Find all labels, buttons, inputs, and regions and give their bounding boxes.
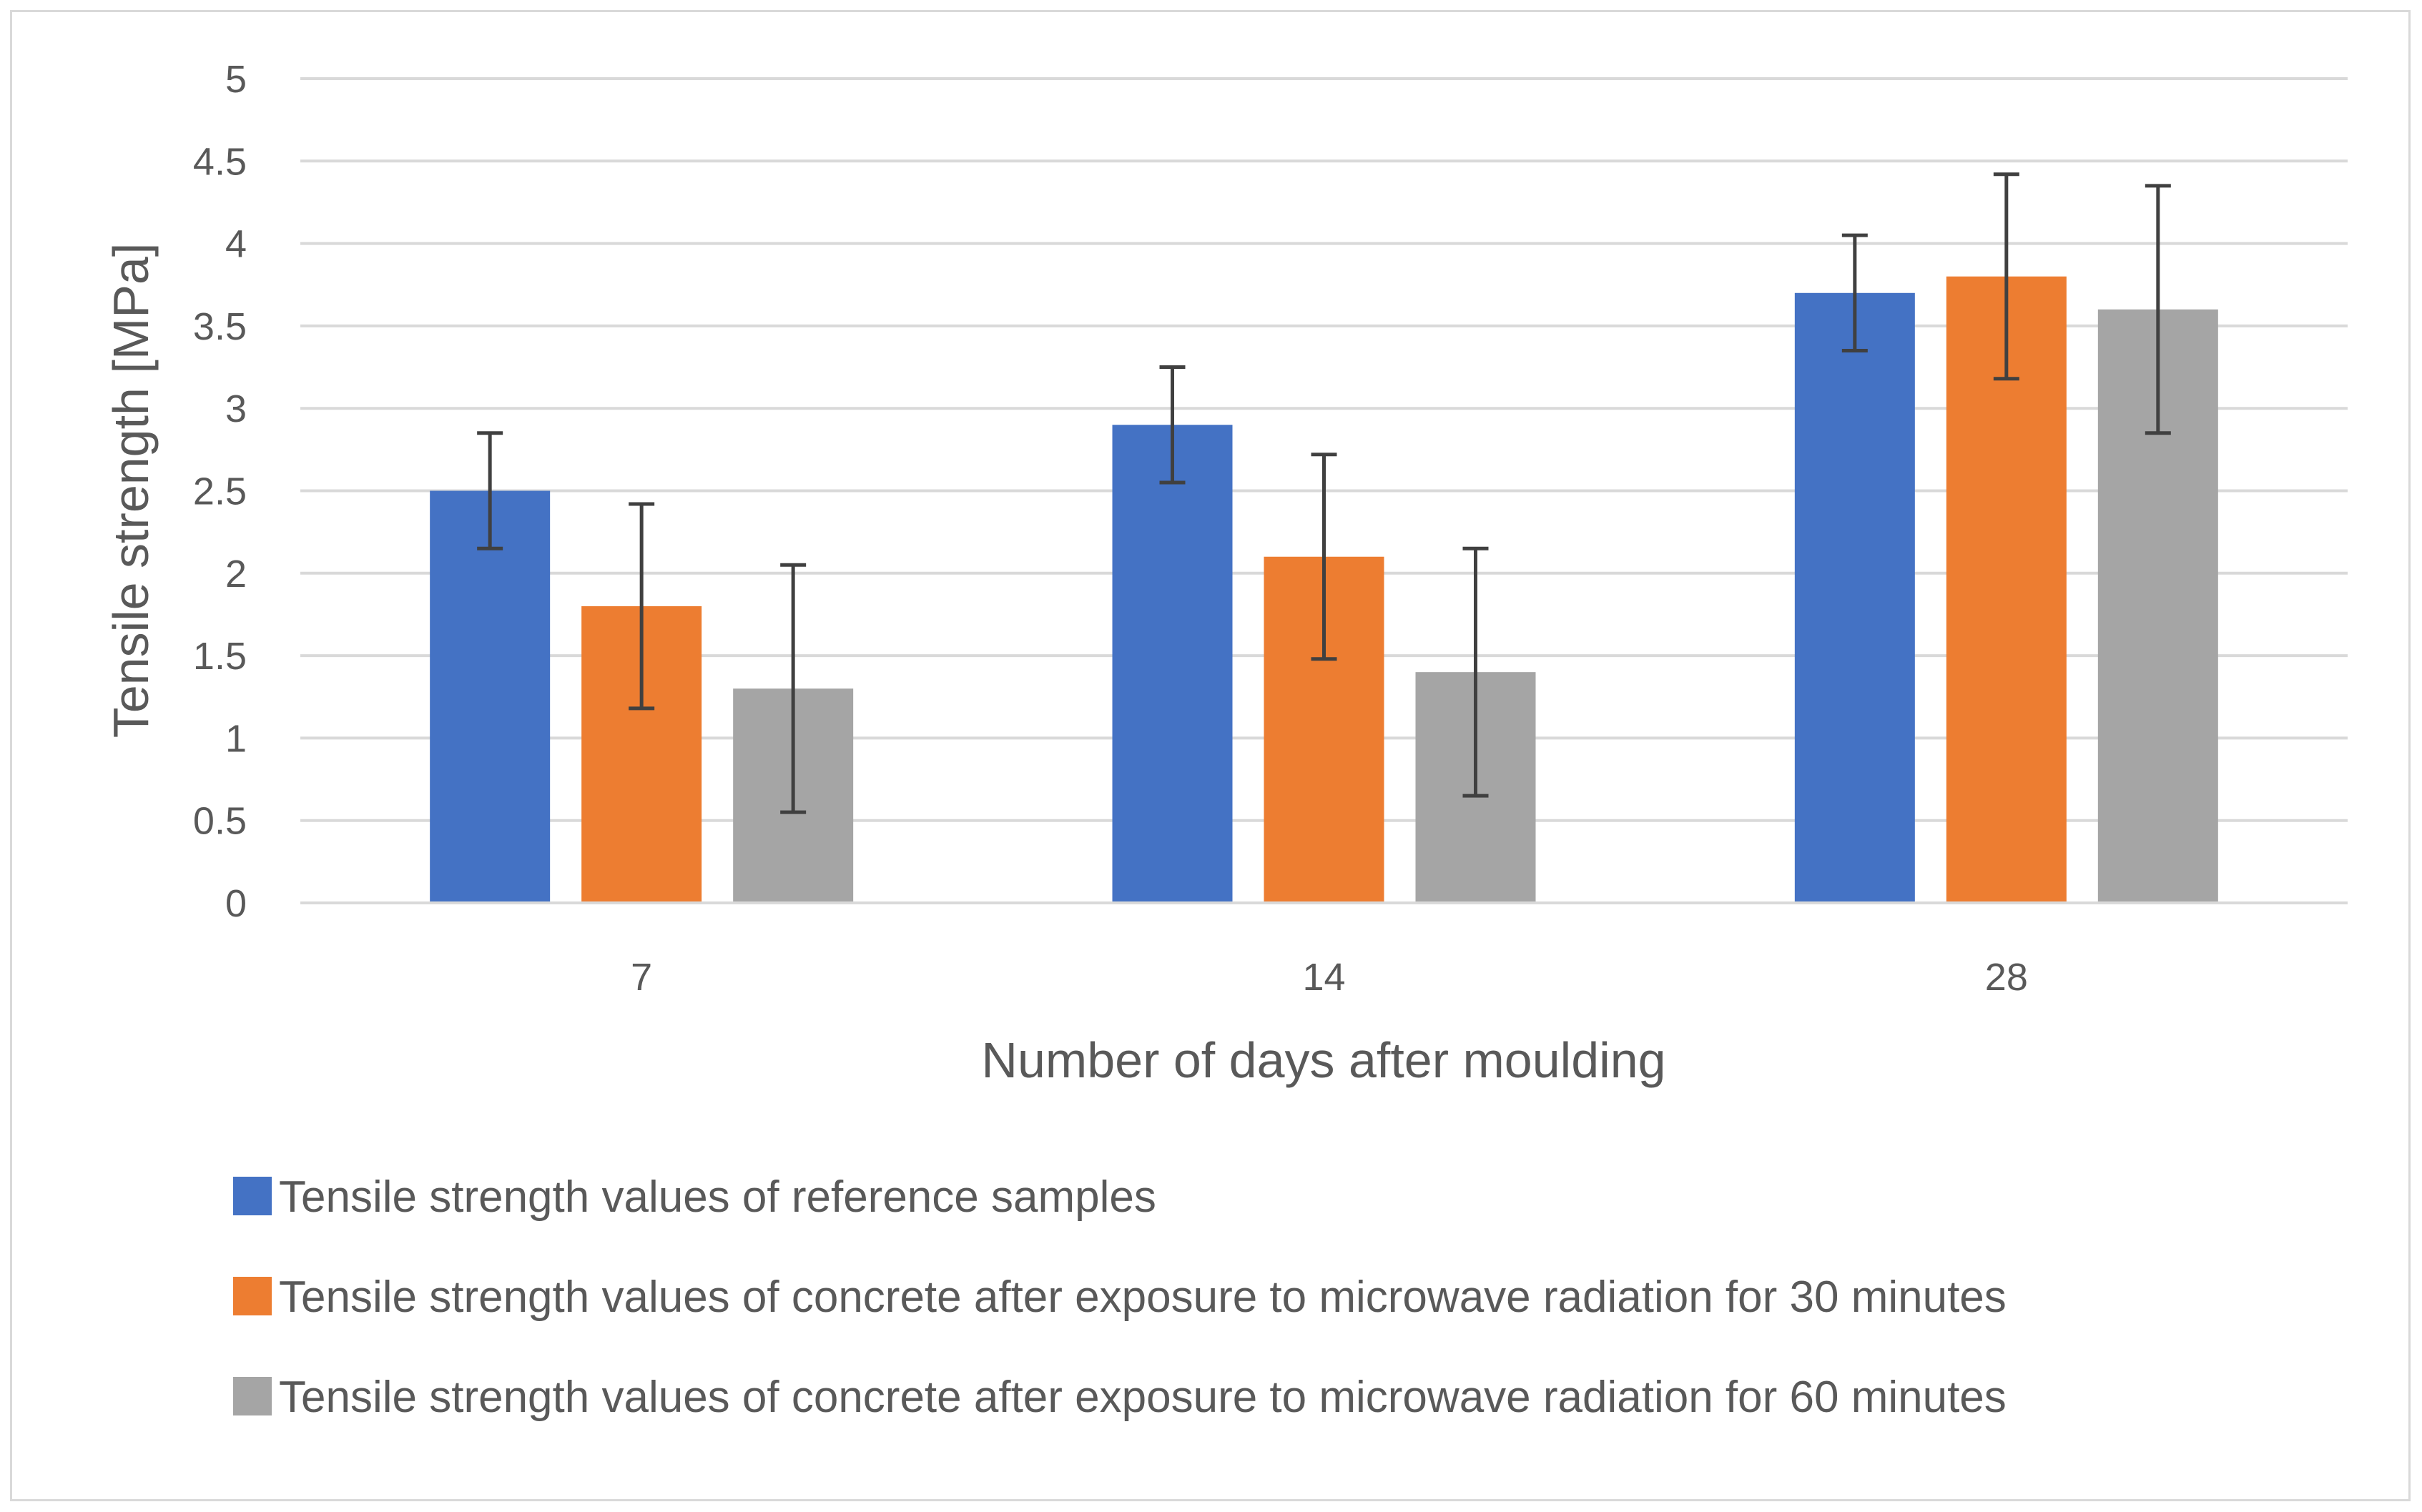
y-tick-label: 3.5 (193, 305, 247, 348)
legend-swatch-series1 (233, 1177, 272, 1215)
legend: Tensile strength values of reference sam… (233, 1172, 2007, 1422)
legend-label-series2: Tensile strength values of concrete afte… (279, 1273, 2007, 1322)
error-bar-series2-7 (629, 502, 655, 711)
error-bar-series2-28 (1993, 172, 2019, 381)
error-bar-series2-14 (1311, 453, 1337, 661)
x-axis-title: Number of days after moulding (981, 1032, 1665, 1088)
y-tick-label: 4.5 (193, 140, 247, 183)
x-tick-label: 7 (631, 956, 652, 999)
error-bar-series3-7 (780, 563, 807, 814)
error-bar-series1-14 (1159, 365, 1186, 485)
y-tick-label: 1.5 (193, 635, 247, 678)
error-bar-series1-28 (1841, 233, 1868, 352)
y-tick-label: 2.5 (193, 470, 247, 513)
bar-series2-28 (1946, 276, 2067, 904)
legend-label-series3: Tensile strength values of concrete afte… (279, 1373, 2007, 1422)
y-tick-label: 5 (225, 58, 247, 101)
legend-swatch-series2 (233, 1277, 272, 1315)
y-tick-label: 0.5 (193, 800, 247, 843)
bar-series1-7 (430, 490, 551, 903)
bar-series1-14 (1112, 425, 1233, 903)
y-tick-label: 3 (225, 387, 247, 430)
y-tick-label: 1 (225, 717, 247, 760)
y-tick-label: 0 (225, 882, 247, 925)
y-tick-label: 2 (225, 553, 247, 596)
error-bars (477, 172, 2171, 814)
y-axis-title: Tensile strength [MPa] (103, 243, 159, 738)
bar-series1-28 (1794, 292, 1915, 903)
error-bar-series1-7 (477, 431, 503, 550)
x-tick-label: 28 (1985, 956, 2028, 999)
y-axis-ticks: 0 0.5 1 1.5 2 2.5 3 3.5 4 4.5 5 (193, 58, 247, 925)
y-tick-label: 4 (225, 223, 247, 266)
x-axis-ticks: 7 14 28 (631, 956, 2028, 999)
x-tick-label: 14 (1302, 956, 1345, 999)
error-bar-series3-14 (1462, 546, 1489, 798)
legend-swatch-series3 (233, 1377, 272, 1415)
legend-label-series1: Tensile strength values of reference sam… (279, 1172, 1156, 1222)
error-bar-series3-28 (2145, 184, 2171, 435)
